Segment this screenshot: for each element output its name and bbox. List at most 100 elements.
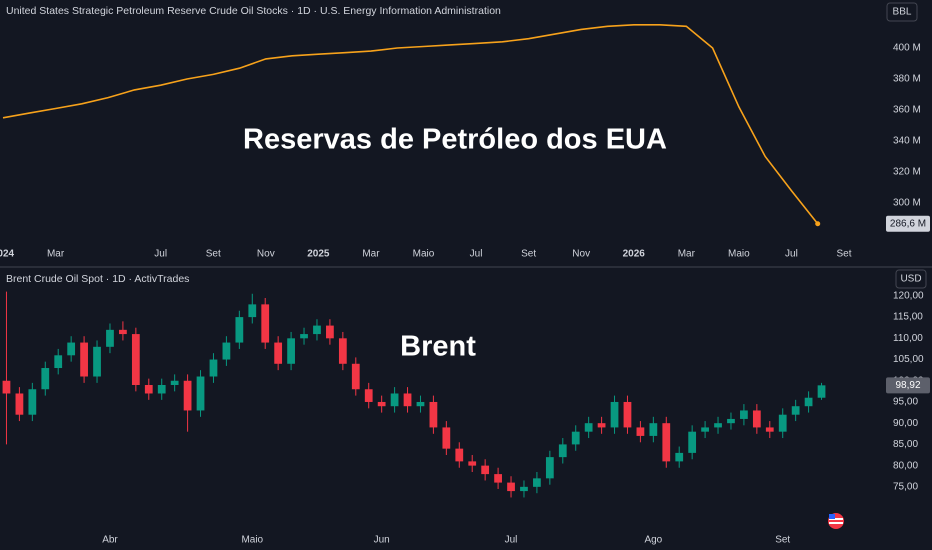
- x-tick-label: 2025: [307, 249, 330, 260]
- candle-body: [67, 342, 76, 356]
- flag-icon[interactable]: [828, 513, 844, 529]
- candle-body: [106, 329, 114, 347]
- y-tick-label: 75,00: [893, 481, 918, 492]
- candle-body: [791, 406, 800, 415]
- x-tick-label: Abr: [102, 535, 118, 546]
- price-label-box: [886, 377, 930, 394]
- candle-body: [2, 380, 11, 394]
- y-tick-label: 300 M: [893, 198, 921, 209]
- candle-body: [675, 452, 684, 462]
- candle-body: [727, 418, 735, 424]
- y-tick-label: 340 M: [893, 136, 921, 147]
- candle-body: [765, 427, 774, 432]
- x-tick-label: Jul: [505, 535, 518, 546]
- candle-body: [533, 478, 541, 487]
- price-label: 286,6 M: [890, 218, 926, 229]
- last-point: [815, 221, 821, 227]
- candle-body: [248, 304, 257, 318]
- price-label-box: [886, 215, 930, 232]
- candle-body: [28, 389, 37, 415]
- x-tick-label: Mar: [47, 249, 65, 260]
- candle-body: [610, 401, 619, 428]
- y-tick-label: 110,00: [893, 333, 923, 344]
- price-label: 98,92: [895, 380, 920, 391]
- candle-body: [597, 423, 606, 428]
- x-tick-label: Jul: [154, 249, 167, 260]
- x-tick-label: Maio: [241, 535, 263, 546]
- y-tick-label: 115,00: [893, 312, 923, 323]
- candle-body: [41, 368, 50, 390]
- candle-body: [494, 474, 502, 483]
- x-tick-label: Jul: [785, 249, 798, 260]
- candle-body: [701, 427, 709, 432]
- annotation: Brent: [400, 331, 476, 363]
- unit-button[interactable]: [895, 269, 927, 289]
- candle-body: [119, 329, 127, 335]
- candle-body: [261, 304, 270, 343]
- candle-body: [545, 457, 554, 479]
- x-tick-label: 2024: [0, 249, 15, 260]
- candle-body: [740, 410, 748, 419]
- candle-body: [649, 423, 658, 436]
- y-tick-label: 400 M: [893, 43, 921, 54]
- y-tick-label: 95,00: [893, 397, 918, 408]
- chart-title: Brent Crude Oil Spot · 1D · ActivTrades: [6, 273, 189, 285]
- candle-body: [170, 380, 179, 385]
- candle-body: [558, 444, 567, 458]
- candle-body: [313, 325, 321, 335]
- y-tick-label: 90,00: [893, 418, 918, 429]
- annotation: Reservas de Petróleo dos EUA: [243, 124, 667, 156]
- candle-body: [804, 397, 813, 407]
- y-tick-label: 85,00: [893, 439, 918, 450]
- candle-body: [468, 461, 477, 466]
- candle-body: [274, 342, 283, 364]
- x-tick-label: Nov: [572, 249, 590, 260]
- candle-body: [455, 448, 464, 462]
- candle-body: [442, 427, 451, 449]
- candle-body: [636, 427, 645, 436]
- x-tick-label: 2026: [623, 249, 646, 260]
- candle-body: [351, 363, 360, 390]
- candle-body: [222, 342, 231, 360]
- candle-body: [80, 342, 88, 377]
- candle-body: [623, 401, 632, 428]
- candle-body: [364, 389, 373, 402]
- x-tick-label: Ago: [644, 535, 662, 546]
- candle-body: [507, 482, 515, 492]
- candle-body: [326, 325, 334, 339]
- candle-body: [817, 385, 826, 398]
- candle-body: [416, 401, 425, 407]
- x-tick-label: Nov: [257, 249, 275, 260]
- candle-body: [235, 317, 244, 343]
- y-tick-label: 360 M: [893, 105, 921, 116]
- candle-body: [662, 423, 671, 462]
- candle-body: [131, 334, 140, 385]
- candle-body: [196, 376, 205, 411]
- candle-body: [209, 359, 218, 377]
- x-tick-label: Maio: [728, 249, 750, 260]
- candle-body: [481, 465, 490, 475]
- candle-body: [688, 431, 697, 453]
- unit-button[interactable]: [886, 2, 918, 22]
- candle-body: [714, 423, 722, 428]
- y-tick-label: 380 M: [893, 74, 921, 85]
- candle-body: [300, 334, 308, 339]
- candle-body: [520, 486, 528, 492]
- candle-body: [571, 431, 580, 445]
- x-tick-label: Maio: [413, 249, 435, 260]
- chart-title: United States Strategic Petroleum Reserv…: [6, 5, 501, 17]
- candle-body: [377, 401, 386, 407]
- candle-body: [338, 338, 347, 364]
- x-tick-label: Set: [775, 535, 790, 546]
- y-tick-label: 120,00: [893, 291, 924, 302]
- candle-body: [752, 410, 761, 428]
- x-tick-label: Mar: [678, 249, 696, 260]
- y-tick-label: 80,00: [893, 460, 918, 471]
- unit-label[interactable]: BBL: [893, 7, 912, 18]
- candle-body: [287, 338, 295, 364]
- candle-body: [93, 346, 101, 377]
- unit-label[interactable]: USD: [900, 274, 921, 285]
